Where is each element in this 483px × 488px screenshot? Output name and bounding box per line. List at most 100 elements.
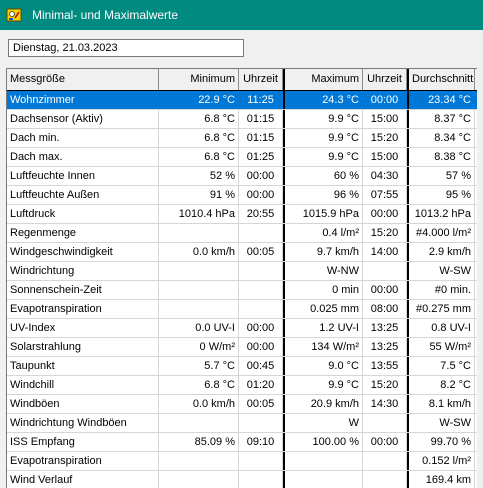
- cell-average: 8.37 °C: [407, 110, 475, 128]
- table-row[interactable]: Wohnzimmer 22.9 °C 11:25 24.3 °C 00:00 23.34 …: [7, 91, 477, 110]
- header-max-time[interactable]: Uhrzeit: [363, 69, 407, 90]
- cell-maximum: 20.9 km/h: [283, 395, 363, 413]
- cell-max-time: 07:55: [363, 186, 407, 204]
- app-icon: [6, 7, 22, 23]
- cell-messgroesse: Dach min.: [7, 129, 159, 147]
- cell-maximum: 24.3 °C: [283, 91, 363, 109]
- cell-average: 169.4 km: [407, 471, 475, 488]
- cell-min-time: [239, 300, 283, 318]
- cell-max-time: 14:00: [363, 243, 407, 261]
- cell-min-time: 20:55: [239, 205, 283, 223]
- cell-average: 8.38 °C: [407, 148, 475, 166]
- table-row[interactable]: Windrichtung Windböen W W-SW: [7, 414, 477, 433]
- table-row[interactable]: Windböen 0.0 km/h 00:05 20.9 km/h 14:30 8.1 k…: [7, 395, 477, 414]
- cell-messgroesse: Evapotranspiration: [7, 452, 159, 470]
- cell-average: 95 %: [407, 186, 475, 204]
- table-row[interactable]: Windgeschwindigkeit 0.0 km/h 00:05 9.7 km/h…: [7, 243, 477, 262]
- cell-average: 57 %: [407, 167, 475, 185]
- cell-max-time: 13:55: [363, 357, 407, 375]
- cell-max-time: 00:00: [363, 433, 407, 451]
- cell-maximum: 134 W/m²: [283, 338, 363, 356]
- cell-max-time: [363, 414, 407, 432]
- table-row[interactable]: Dachsensor (Aktiv) 6.8 °C 01:15 9.9 °C 15:00…: [7, 110, 477, 129]
- table-row[interactable]: Sonnenschein-Zeit 0 min 00:00 #0 min.: [7, 281, 477, 300]
- cell-minimum: [159, 452, 239, 470]
- cell-min-time: [239, 262, 283, 280]
- table-row[interactable]: Luftfeuchte Innen 52 % 00:00 60 % 04:30 57 %: [7, 167, 477, 186]
- cell-min-time: 00:00: [239, 167, 283, 185]
- table-row[interactable]: Dach max. 6.8 °C 01:25 9.9 °C 15:00 8.38 °C: [7, 148, 477, 167]
- table-row[interactable]: Regenmenge 0.4 l/m² 15:20 #4.000 l/m²: [7, 224, 477, 243]
- date-field[interactable]: Dienstag, 21.03.2023: [8, 39, 244, 57]
- header-messgroesse[interactable]: Messgröße: [7, 69, 159, 90]
- cell-maximum: 9.0 °C: [283, 357, 363, 375]
- cell-min-time: [239, 414, 283, 432]
- cell-minimum: [159, 224, 239, 242]
- cell-maximum: W-NW: [283, 262, 363, 280]
- window-title: Minimal- und Maximalwerte: [32, 8, 179, 22]
- cell-minimum: 5.7 °C: [159, 357, 239, 375]
- cell-average: 0.8 UV-I: [407, 319, 475, 337]
- cell-maximum: 9.9 °C: [283, 376, 363, 394]
- cell-maximum: [283, 471, 363, 488]
- cell-min-time: 00:05: [239, 395, 283, 413]
- cell-max-time: 15:00: [363, 148, 407, 166]
- cell-average: #4.000 l/m²: [407, 224, 475, 242]
- header-min-time[interactable]: Uhrzeit: [239, 69, 283, 90]
- cell-max-time: 08:00: [363, 300, 407, 318]
- cell-messgroesse: Dachsensor (Aktiv): [7, 110, 159, 128]
- cell-minimum: 6.8 °C: [159, 110, 239, 128]
- table-row[interactable]: Taupunkt 5.7 °C 00:45 9.0 °C 13:55 7.5 °C: [7, 357, 477, 376]
- table-row[interactable]: Luftfeuchte Außen 91 % 00:00 96 % 07:55 95 %: [7, 186, 477, 205]
- table-row[interactable]: Luftdruck 1010.4 hPa 20:55 1015.9 hPa 00:00 1…: [7, 205, 477, 224]
- cell-average: W-SW: [407, 414, 475, 432]
- cell-min-time: [239, 452, 283, 470]
- cell-minimum: 0.0 km/h: [159, 243, 239, 261]
- header-maximum[interactable]: Maximum: [283, 69, 363, 90]
- cell-average: 2.9 km/h: [407, 243, 475, 261]
- cell-average: 1013.2 hPa: [407, 205, 475, 223]
- title-bar[interactable]: Minimal- und Maximalwerte: [0, 0, 483, 30]
- header-minimum[interactable]: Minimum: [159, 69, 239, 90]
- cell-maximum: W: [283, 414, 363, 432]
- cell-min-time: 00:00: [239, 186, 283, 204]
- table-row[interactable]: UV-Index 0.0 UV-I 00:00 1.2 UV-I 13:25 0.8 UV…: [7, 319, 477, 338]
- table-row[interactable]: Solarstrahlung 0 W/m² 00:00 134 W/m² 13:25 55…: [7, 338, 477, 357]
- cell-average: 99.70 %: [407, 433, 475, 451]
- cell-maximum: 60 %: [283, 167, 363, 185]
- cell-minimum: [159, 414, 239, 432]
- table-row[interactable]: Windchill 6.8 °C 01:20 9.9 °C 15:20 8.2 °C: [7, 376, 477, 395]
- cell-minimum: 91 %: [159, 186, 239, 204]
- table-row[interactable]: Wind Verlauf 169.4 km: [7, 471, 477, 488]
- cell-messgroesse: Solarstrahlung: [7, 338, 159, 356]
- cell-minimum: [159, 471, 239, 488]
- cell-maximum: 0.4 l/m²: [283, 224, 363, 242]
- cell-min-time: 01:25: [239, 148, 283, 166]
- cell-max-time: 15:20: [363, 376, 407, 394]
- table-row[interactable]: Windrichtung W-NW W-SW: [7, 262, 477, 281]
- cell-maximum: 100.00 %: [283, 433, 363, 451]
- cell-minimum: 0.0 UV-I: [159, 319, 239, 337]
- min-max-table[interactable]: Messgröße Minimum Uhrzeit Maximum Uhrzei…: [6, 68, 477, 488]
- cell-messgroesse: Windrichtung Windböen: [7, 414, 159, 432]
- cell-maximum: 0.025 mm: [283, 300, 363, 318]
- cell-messgroesse: Regenmenge: [7, 224, 159, 242]
- table-row[interactable]: Evapotranspiration 0.025 mm 08:00 #0.275 mm: [7, 300, 477, 319]
- cell-max-time: [363, 262, 407, 280]
- cell-max-time: [363, 452, 407, 470]
- table-row[interactable]: Dach min. 6.8 °C 01:15 9.9 °C 15:20 8.34 °C: [7, 129, 477, 148]
- cell-max-time: 13:25: [363, 319, 407, 337]
- cell-minimum: 6.8 °C: [159, 376, 239, 394]
- table-row[interactable]: Evapotranspiration 0.152 l/m²: [7, 452, 477, 471]
- table-row[interactable]: ISS Empfang 85.09 % 09:10 100.00 % 00:00 99.7…: [7, 433, 477, 452]
- cell-min-time: [239, 224, 283, 242]
- header-average[interactable]: Durchschnitt: [407, 69, 475, 90]
- cell-maximum: 9.9 °C: [283, 148, 363, 166]
- cell-max-time: 13:25: [363, 338, 407, 356]
- cell-max-time: 04:30: [363, 167, 407, 185]
- cell-minimum: 6.8 °C: [159, 148, 239, 166]
- cell-minimum: [159, 300, 239, 318]
- cell-max-time: 00:00: [363, 205, 407, 223]
- cell-max-time: [363, 471, 407, 488]
- cell-messgroesse: Wohnzimmer: [7, 91, 159, 109]
